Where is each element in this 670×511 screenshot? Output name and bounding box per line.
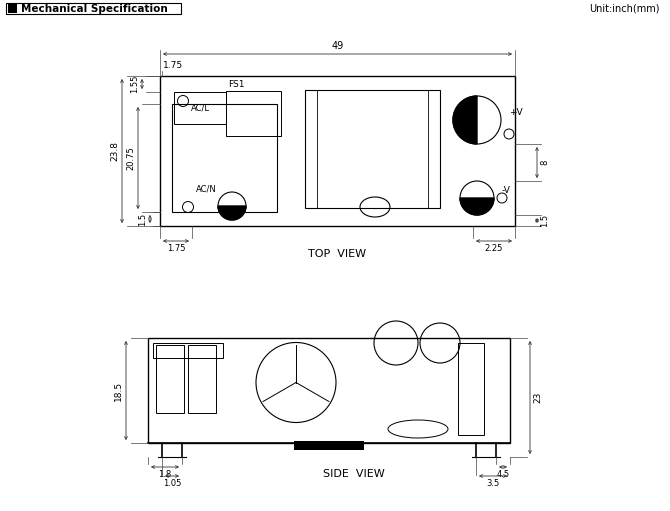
Text: 18.5: 18.5 xyxy=(114,380,123,401)
Text: TOP  VIEW: TOP VIEW xyxy=(308,249,366,259)
Bar xyxy=(148,338,510,443)
Text: 49: 49 xyxy=(332,41,344,51)
Bar xyxy=(8,4,17,13)
Text: Unit:inch(mm): Unit:inch(mm) xyxy=(590,4,660,13)
Text: SIDE  VIEW: SIDE VIEW xyxy=(323,469,385,479)
Text: 2.25: 2.25 xyxy=(485,244,503,253)
Text: 8: 8 xyxy=(540,160,549,165)
Text: 4.5: 4.5 xyxy=(496,470,510,479)
Text: AC/N: AC/N xyxy=(196,184,217,193)
Bar xyxy=(226,91,281,136)
Text: 1.5: 1.5 xyxy=(138,213,147,225)
Text: 3.5: 3.5 xyxy=(486,479,500,488)
Bar xyxy=(153,343,223,358)
Polygon shape xyxy=(460,198,494,215)
Bar xyxy=(160,76,515,226)
Text: AC/L: AC/L xyxy=(191,104,210,112)
Bar xyxy=(188,345,216,413)
Text: 1.75: 1.75 xyxy=(163,61,183,70)
Text: Mechanical Specification: Mechanical Specification xyxy=(21,4,168,13)
Text: +V: +V xyxy=(509,108,523,117)
Bar xyxy=(305,90,440,208)
Text: 20.75: 20.75 xyxy=(126,146,135,170)
Text: 1.05: 1.05 xyxy=(163,479,181,488)
Text: 23.8: 23.8 xyxy=(110,141,119,161)
Text: 1.8: 1.8 xyxy=(158,470,172,479)
Text: -V: -V xyxy=(502,186,511,195)
Bar xyxy=(156,345,184,413)
Text: 1.75: 1.75 xyxy=(167,244,185,253)
Bar xyxy=(294,441,364,450)
Bar xyxy=(458,343,484,435)
Bar xyxy=(6,3,181,14)
Polygon shape xyxy=(453,96,477,144)
Text: 23: 23 xyxy=(533,392,542,403)
Text: 1.55: 1.55 xyxy=(130,75,139,93)
Bar xyxy=(172,104,277,212)
Polygon shape xyxy=(218,206,246,220)
Text: FS1: FS1 xyxy=(228,80,245,89)
Bar xyxy=(174,92,226,124)
Text: 1.5: 1.5 xyxy=(540,214,549,227)
